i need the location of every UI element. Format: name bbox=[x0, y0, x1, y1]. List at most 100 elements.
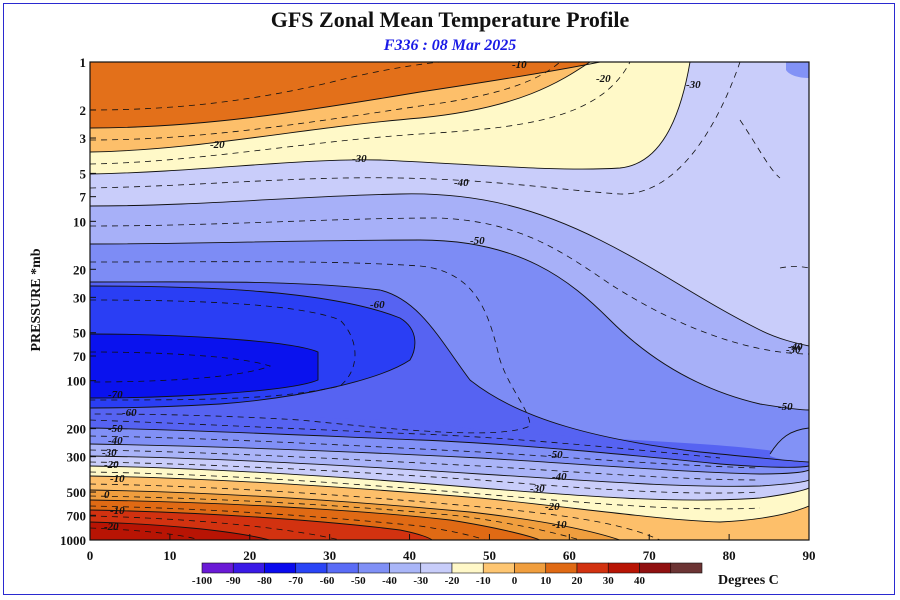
contour-value-label: -20 bbox=[104, 521, 119, 533]
plot-border bbox=[89, 61, 810, 541]
legend-level-label: -100 bbox=[192, 575, 213, 587]
legend-level-label: 30 bbox=[603, 575, 615, 587]
contour-line bbox=[90, 427, 809, 468]
contour-line bbox=[90, 505, 486, 540]
y-axis: 1 2 3 5 7 10 20 30 50 70 100 200 300 500 700 1000 bbox=[60, 55, 96, 548]
y-tick-label: 1000 bbox=[60, 533, 86, 548]
contour-line bbox=[90, 62, 631, 165]
x-tick-label: 80 bbox=[723, 548, 736, 563]
band-top-right-patch bbox=[786, 62, 809, 78]
x-tick-label: 40 bbox=[403, 548, 416, 563]
contour-line bbox=[90, 281, 809, 463]
legend-level-label: -20 bbox=[445, 575, 460, 587]
legend-swatch bbox=[295, 562, 328, 574]
contour-line bbox=[90, 443, 809, 475]
contour-line bbox=[90, 62, 591, 153]
y-tick-label: 3 bbox=[80, 131, 87, 146]
y-axis-title: PRESSURE *mb bbox=[29, 248, 44, 351]
legend-level-label: -10 bbox=[476, 575, 491, 587]
y-tick-label: 500 bbox=[67, 485, 87, 500]
x-tick-label: 70 bbox=[643, 548, 656, 563]
chart-frame bbox=[3, 3, 895, 595]
contour-line bbox=[90, 495, 581, 540]
contour-value-label: -30 bbox=[352, 153, 367, 165]
contour-line bbox=[90, 261, 531, 434]
y-tick-label: 10 bbox=[73, 214, 86, 229]
contour-line bbox=[739, 119, 781, 179]
legend-swatch bbox=[264, 562, 297, 574]
contour-value-label: 0 bbox=[104, 489, 110, 501]
contour-value-label: -10 bbox=[110, 505, 125, 517]
chart-title: GFS Zonal Mean Temperature Profile bbox=[270, 7, 630, 32]
contour-value-label: -10 bbox=[110, 473, 125, 485]
contour-line bbox=[90, 461, 761, 494]
x-tick-label: 20 bbox=[243, 548, 256, 563]
contour-value-label: -50 bbox=[548, 449, 563, 461]
legend-level-label: -40 bbox=[382, 575, 397, 587]
legend-colorbar: -100 -90 -80 -70 -60 -50 -40 -30 -20 -10 0 10 20 30 40 bbox=[192, 562, 703, 587]
contour-line bbox=[90, 193, 809, 347]
legend-level-label: -70 bbox=[288, 575, 303, 587]
contour-line bbox=[769, 427, 809, 455]
contour-value-label: -40 bbox=[788, 341, 803, 353]
y-tick-label: 200 bbox=[67, 422, 87, 437]
legend-level-label: 20 bbox=[572, 575, 584, 587]
legend-swatch bbox=[451, 562, 484, 574]
legend-level-label: 10 bbox=[540, 575, 552, 587]
contour-line bbox=[90, 62, 441, 111]
y-tick-label: 70 bbox=[73, 349, 86, 364]
legend-swatch bbox=[639, 562, 672, 574]
contour-line bbox=[90, 217, 809, 355]
legend-swatch bbox=[545, 562, 578, 574]
legend-swatch bbox=[357, 562, 390, 574]
legend-swatch bbox=[420, 562, 453, 574]
contour-value-label: -20 bbox=[210, 139, 225, 151]
legend-level-label: -60 bbox=[320, 575, 335, 587]
y-tick-label: 300 bbox=[67, 450, 87, 465]
contour-line bbox=[90, 499, 541, 540]
x-axis: 0 10 20 30 40 50 60 70 80 90 bbox=[87, 534, 816, 563]
contour-value-label: -40 bbox=[552, 471, 567, 483]
y-tick-label: 30 bbox=[73, 290, 86, 305]
contour-line bbox=[90, 515, 341, 540]
contour-value-label: -20 bbox=[596, 73, 611, 85]
contour-value-label: -30 bbox=[786, 344, 801, 356]
y-tick-label: 50 bbox=[73, 326, 86, 341]
y-tick-label: 2 bbox=[80, 103, 87, 118]
legend-swatch bbox=[482, 562, 515, 574]
legend-swatch bbox=[670, 562, 703, 574]
contour-line bbox=[90, 527, 201, 540]
contour-line bbox=[90, 483, 661, 540]
x-tick-label: 60 bbox=[563, 548, 576, 563]
legend-level-label: -30 bbox=[413, 575, 428, 587]
x-tick-label: 90 bbox=[803, 548, 816, 563]
contour-line bbox=[90, 62, 561, 141]
contour-line bbox=[90, 489, 621, 540]
contour-line bbox=[90, 471, 761, 510]
contour-line bbox=[90, 449, 761, 481]
y-tick-label: 1 bbox=[80, 55, 87, 70]
y-tick-label: 700 bbox=[67, 508, 87, 523]
dashed-contours bbox=[90, 62, 809, 540]
contour-value-label: -50 bbox=[778, 401, 793, 413]
legend-swatch bbox=[607, 562, 640, 574]
solid-contours bbox=[90, 62, 809, 540]
band-right-lower-patch bbox=[770, 428, 809, 462]
contour-value-label: -10 bbox=[552, 519, 567, 531]
chart-subtitle: F336 : 08 Mar 2025 bbox=[383, 37, 517, 54]
contour-line bbox=[90, 419, 721, 459]
x-tick-label: 50 bbox=[483, 548, 496, 563]
legend-level-label: -90 bbox=[226, 575, 241, 587]
y-tick-label: 100 bbox=[67, 374, 87, 389]
contour-value-label: -70 bbox=[108, 389, 123, 401]
band-core-cold bbox=[90, 334, 318, 398]
legend-level-label: -80 bbox=[257, 575, 272, 587]
contour-value-label: -30 bbox=[102, 447, 117, 459]
contour-value-label: -60 bbox=[122, 407, 137, 419]
contour-line bbox=[90, 62, 691, 175]
legend-units: Degrees C bbox=[718, 573, 779, 588]
contour-line bbox=[90, 239, 809, 411]
x-tick-label: 30 bbox=[323, 548, 336, 563]
legend-swatch bbox=[201, 562, 234, 574]
